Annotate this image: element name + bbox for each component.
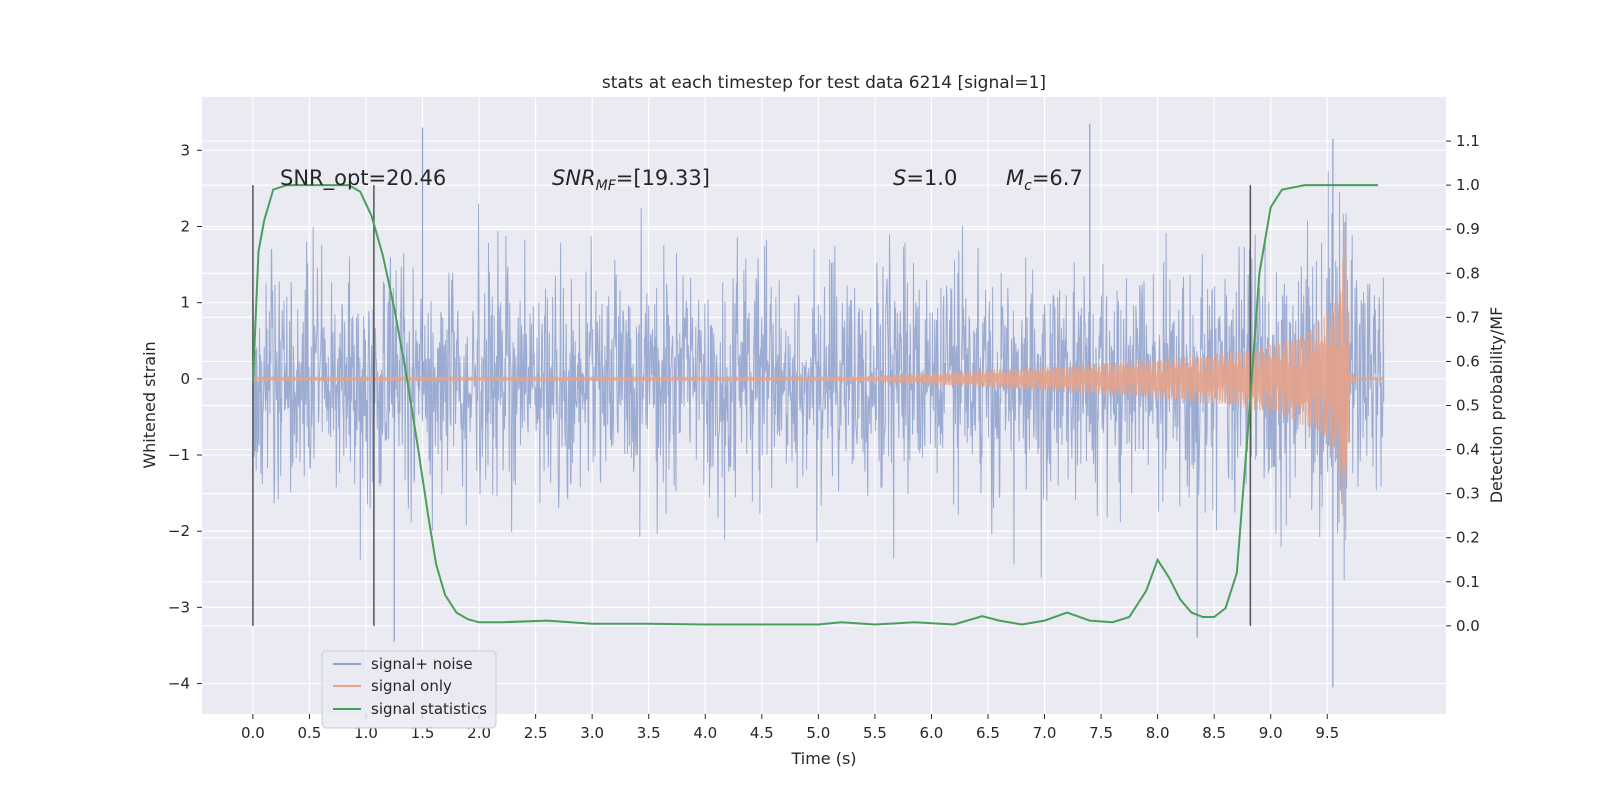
annotation-mc-sub: c bbox=[1024, 178, 1032, 194]
legend-label-signal-statistics: signal statistics bbox=[371, 700, 487, 718]
left-y-tick-label: −3 bbox=[168, 598, 190, 616]
right-y-tick-label: 0.6 bbox=[1456, 352, 1480, 370]
annotation-mc-value: =6.7 bbox=[1032, 166, 1083, 190]
legend-label-signal-noise: signal+ noise bbox=[371, 655, 473, 673]
x-tick-label: 0.5 bbox=[298, 724, 322, 742]
annotation-snr-mf-main: SNR bbox=[552, 166, 596, 190]
right-y-tick-label: 0.3 bbox=[1456, 485, 1480, 503]
annotation-s-main: S bbox=[893, 166, 906, 190]
x-tick-label: 5.0 bbox=[806, 724, 830, 742]
right-y-tick-label: 0.8 bbox=[1456, 264, 1480, 282]
annotations: SNR_opt=20.46 SNRMF=[19.33] S=1.0 Mc=6.7 bbox=[280, 166, 1083, 194]
left-y-axis-label: Whitened strain bbox=[140, 341, 159, 468]
x-tick-label: 4.5 bbox=[750, 724, 774, 742]
annotation-mc-main: M bbox=[1006, 166, 1024, 190]
series-signal-noise bbox=[252, 123, 1385, 688]
signal-noise-line bbox=[252, 171, 1385, 581]
right-y-tick-label: 0.0 bbox=[1456, 617, 1480, 635]
legend-label-signal-only: signal only bbox=[371, 677, 452, 695]
x-axis-label: Time (s) bbox=[790, 749, 856, 768]
right-y-axis-ticks: 1.1 1.0 0.9 0.8 0.7 0.6 0.5 0.4 0.3 0.2 0.1 0.0 bbox=[1446, 132, 1480, 635]
right-y-tick-label: 1.1 bbox=[1456, 132, 1480, 150]
right-y-tick-label: 0.2 bbox=[1456, 529, 1480, 547]
series-signal-only bbox=[252, 222, 1385, 541]
right-y-axis-label: Detection probability/MF bbox=[1487, 307, 1506, 504]
x-tick-label: 8.0 bbox=[1146, 724, 1170, 742]
left-y-tick-label: 0 bbox=[180, 370, 190, 388]
left-y-tick-label: 1 bbox=[180, 294, 190, 312]
signal-statistics-line bbox=[251, 184, 1379, 626]
right-y-tick-label: 0.4 bbox=[1456, 441, 1480, 459]
chart-title: stats at each timestep for test data 621… bbox=[602, 73, 1046, 93]
x-tick-label: 0.0 bbox=[241, 724, 265, 742]
right-y-tick-label: 0.5 bbox=[1456, 397, 1480, 415]
left-y-tick-label: 3 bbox=[180, 141, 190, 159]
annotation-snr-mf-value: =[19.33] bbox=[616, 166, 710, 190]
x-tick-label: 8.5 bbox=[1202, 724, 1226, 742]
left-y-tick-label: −2 bbox=[168, 522, 190, 540]
x-tick-label: 7.5 bbox=[1089, 724, 1113, 742]
left-y-axis-ticks: 3 2 1 0 −1 −2 −3 −4 bbox=[168, 141, 202, 693]
annotation-s: S=1.0 bbox=[893, 166, 957, 190]
signal-only-line bbox=[252, 222, 1385, 541]
x-tick-label: 3.0 bbox=[580, 724, 604, 742]
legend: signal+ noise signal only signal statist… bbox=[321, 650, 497, 729]
right-y-tick-label: 1.0 bbox=[1456, 176, 1480, 194]
x-tick-label: 9.5 bbox=[1315, 724, 1339, 742]
left-y-tick-label: −1 bbox=[168, 446, 190, 464]
x-tick-label: 6.5 bbox=[976, 724, 1000, 742]
x-tick-label: 7.0 bbox=[1033, 724, 1057, 742]
left-y-tick-label: 2 bbox=[180, 217, 190, 235]
annotation-snr-mf: SNRMF=[19.33] bbox=[552, 166, 710, 194]
x-tick-label: 3.5 bbox=[637, 724, 661, 742]
x-tick-label: 6.0 bbox=[920, 724, 944, 742]
x-tick-label: 2.5 bbox=[524, 724, 548, 742]
series-signal-statistics bbox=[251, 184, 1379, 626]
x-tick-label: 9.0 bbox=[1259, 724, 1283, 742]
annotation-snr-mf-sub: MF bbox=[596, 178, 617, 194]
right-y-tick-label: 0.7 bbox=[1456, 308, 1480, 326]
annotation-mc: Mc=6.7 bbox=[1006, 166, 1083, 194]
right-y-tick-label: 0.1 bbox=[1456, 573, 1480, 591]
right-y-tick-label: 0.9 bbox=[1456, 220, 1480, 238]
x-tick-label: 4.0 bbox=[693, 724, 717, 742]
legend-box bbox=[321, 650, 497, 729]
annotation-snr-opt: SNR_opt=20.46 bbox=[280, 166, 446, 191]
x-tick-label: 5.5 bbox=[863, 724, 887, 742]
annotation-s-value: =1.0 bbox=[906, 166, 957, 190]
left-y-tick-label: −4 bbox=[168, 675, 190, 693]
